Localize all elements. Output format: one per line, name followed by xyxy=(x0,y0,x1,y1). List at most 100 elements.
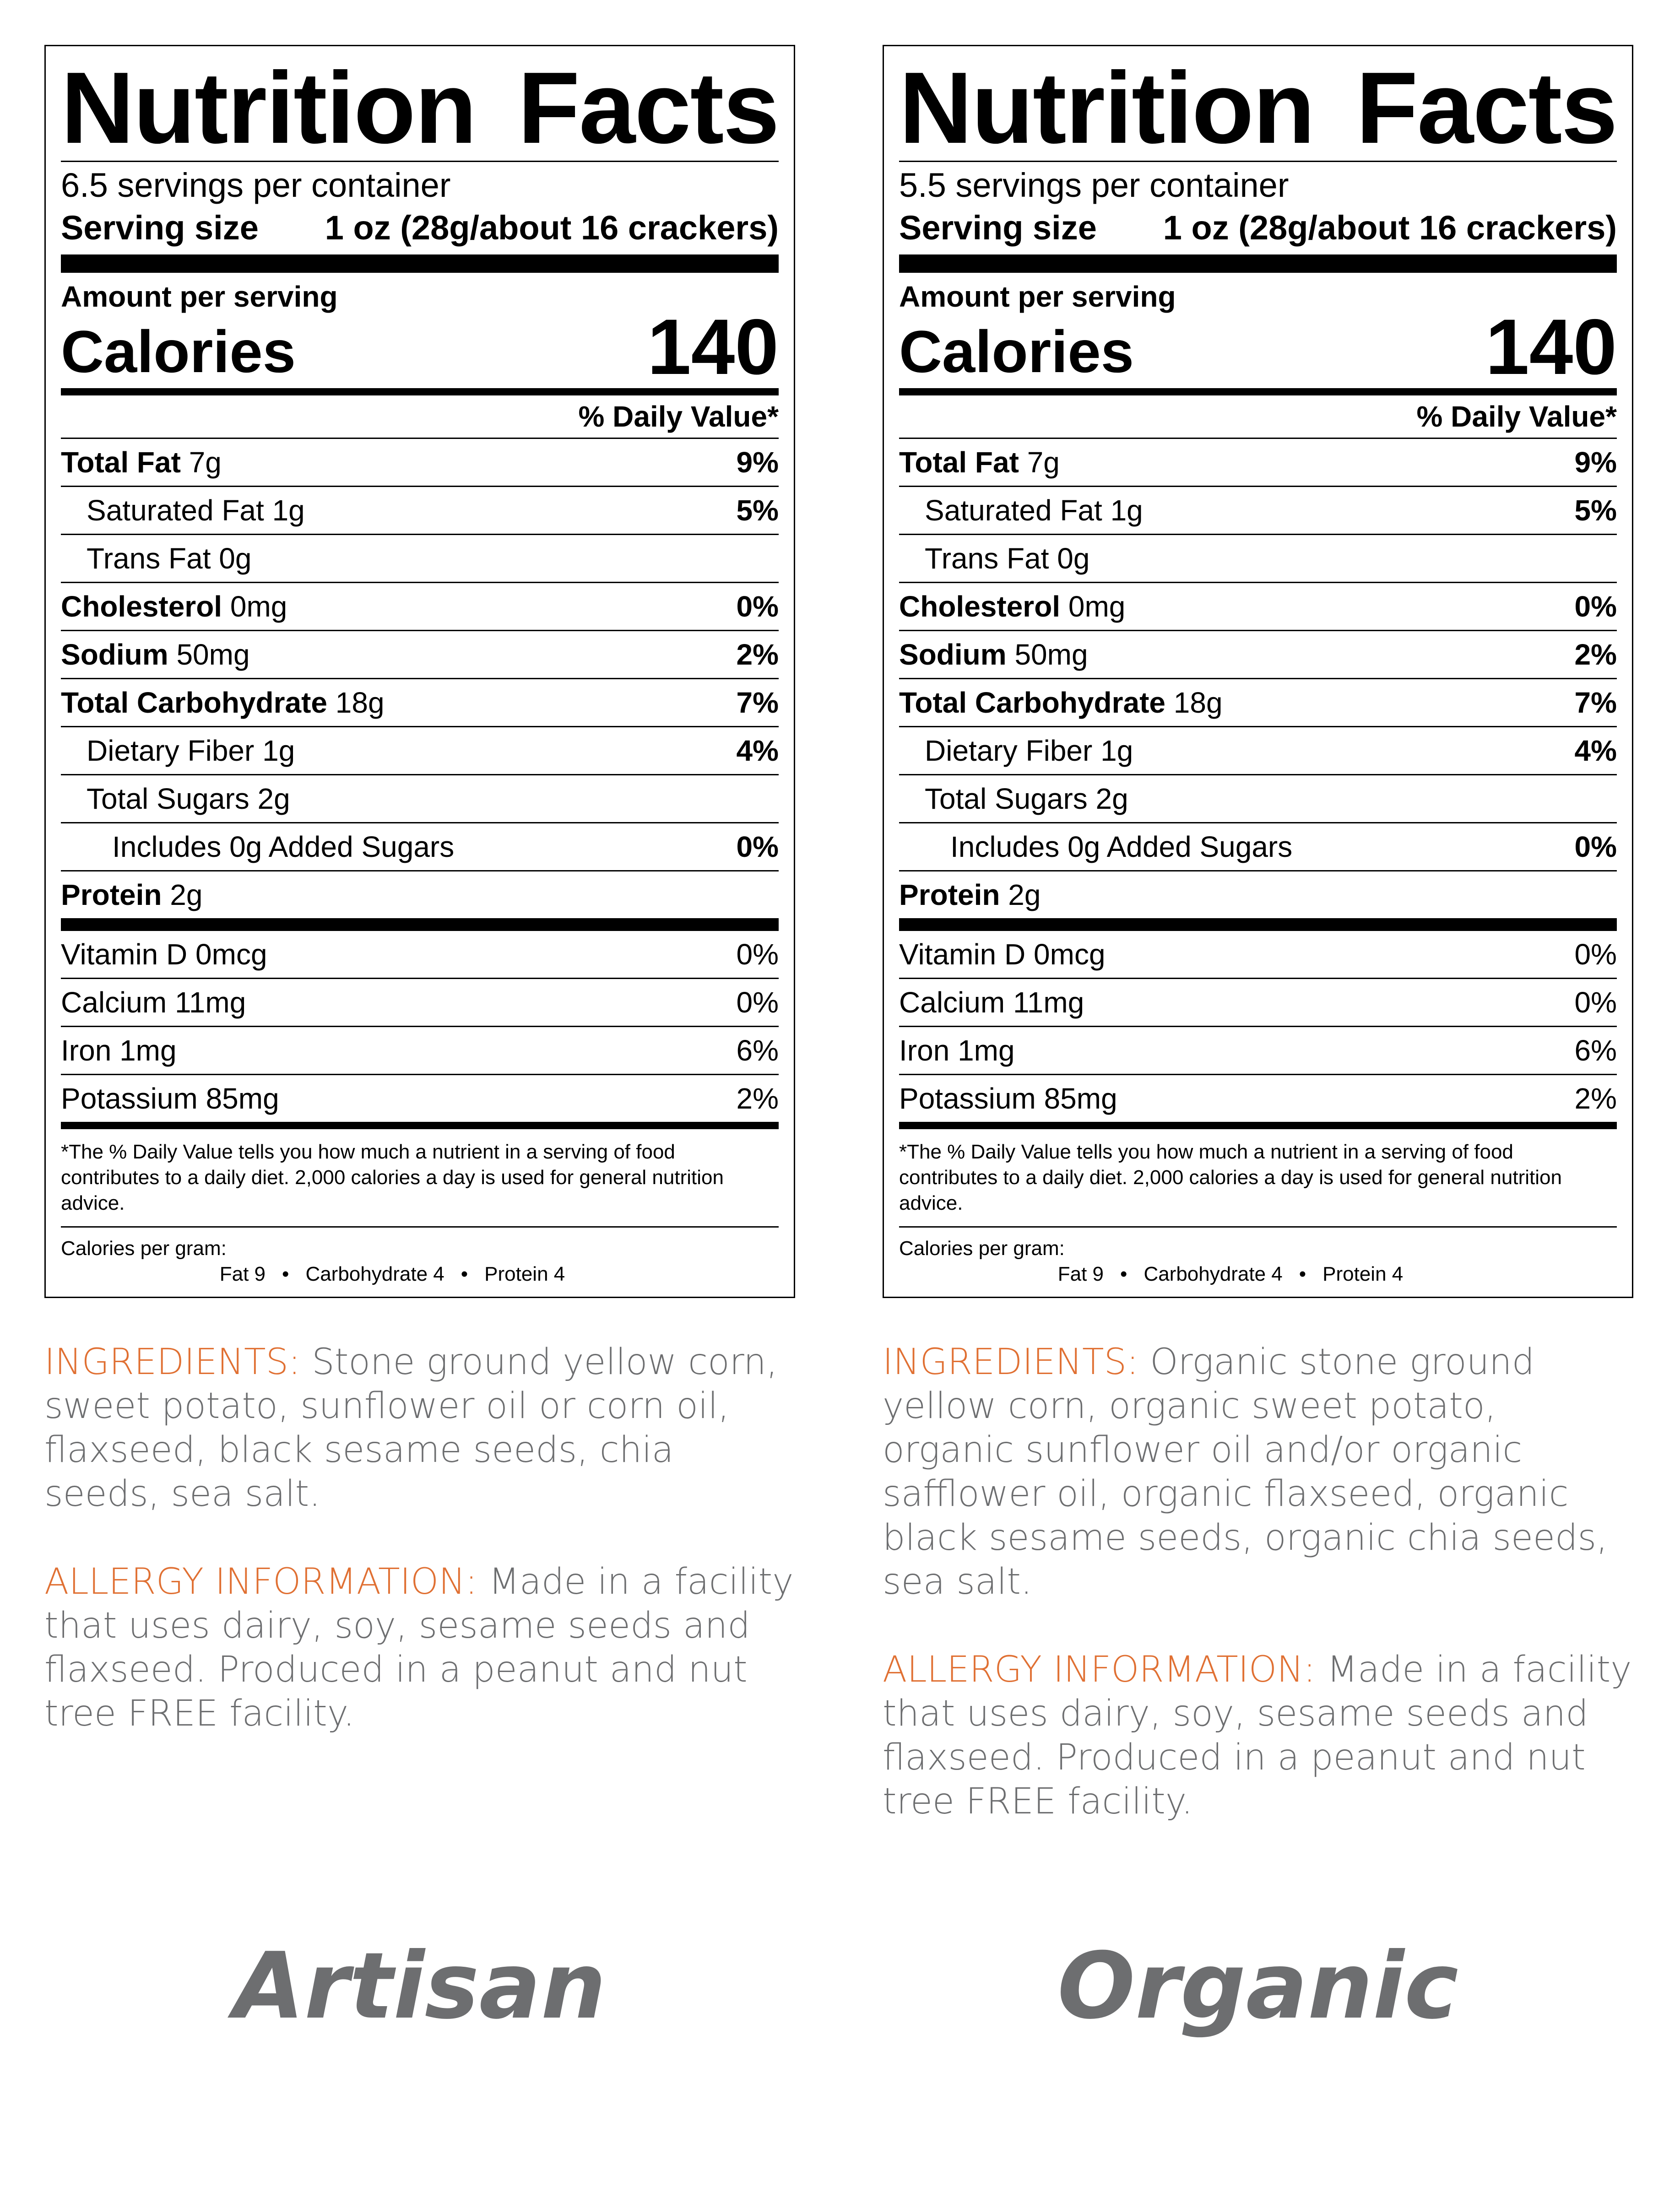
calories-row: Calories 140 xyxy=(899,308,1617,386)
calories-per-gram-factors: Fat 9 • Carbohydrate 4 • Protein 4 xyxy=(61,1261,779,1287)
allergy-text: Made in a facility that uses dairy, soy,… xyxy=(44,1561,794,1734)
vitamin-row: Iron 1mg 6% xyxy=(899,1026,1617,1074)
nutrient-name-amount: Cholesterol 0mg xyxy=(899,590,1125,623)
ingredients-heading: INGREDIENTS: xyxy=(44,1342,301,1383)
nutrient-row: Total Sugars 2g xyxy=(899,774,1617,822)
nutrient-amount: 0g xyxy=(219,542,252,575)
nutrient-row: Dietary Fiber 1g 4% xyxy=(899,726,1617,774)
nutrient-daily-value: 5% xyxy=(736,494,779,527)
nutrient-amount: 0mg xyxy=(230,590,287,623)
nutrient-row: Protein 2g xyxy=(899,870,1617,918)
nutrient-row: Saturated Fat 1g 5% xyxy=(61,486,779,534)
product-name-organic: Organic xyxy=(1057,1933,1459,2040)
label-title: Nutrition Facts xyxy=(61,51,780,165)
vitamin-row: Calcium 11mg 0% xyxy=(899,978,1617,1026)
allergy-paragraph: ALLERGY INFORMATION: Made in a facility … xyxy=(44,1560,800,1736)
nutrient-row: Total Sugars 2g xyxy=(61,774,779,822)
nutrient-name-amount: Total Fat 7g xyxy=(899,445,1060,479)
vitamin-daily-value: 0% xyxy=(1574,986,1617,1019)
vitamin-name: Iron 1mg xyxy=(61,1034,177,1067)
nutrient-name-amount: Sodium 50mg xyxy=(61,638,250,671)
info-block-organic: INGREDIENTS: Organic stone ground yellow… xyxy=(883,1340,1638,1824)
nutrient-amount: 18g xyxy=(335,686,385,719)
nutrient-name-amount: Total Fat 7g xyxy=(61,445,222,479)
vitamin-daily-value: 6% xyxy=(736,1034,779,1067)
nutrient-name-amount: Total Sugars 2g xyxy=(61,782,290,816)
vitamin-row: Potassium 85mg 2% xyxy=(899,1074,1617,1122)
factor-carbohydrate: Carbohydrate 4 xyxy=(305,1263,444,1285)
nutrient-daily-value: 0% xyxy=(1574,830,1617,863)
nutrient-amount: 2g xyxy=(257,782,290,815)
nutrient-name: Cholesterol xyxy=(61,590,222,623)
ingredients-heading: INGREDIENTS: xyxy=(883,1342,1139,1383)
nutrient-amount: 7g xyxy=(189,446,222,479)
nutrient-name-amount: Total Sugars 2g xyxy=(899,782,1128,816)
nutrient-row: Sodium 50mg 2% xyxy=(899,630,1617,678)
allergy-paragraph: ALLERGY INFORMATION: Made in a facility … xyxy=(883,1648,1638,1824)
nutrient-name-amount: Includes 0g Added Sugars xyxy=(61,830,454,864)
nutrient-amount: 1g xyxy=(1110,494,1143,527)
vitamin-name: Calcium 11mg xyxy=(899,986,1084,1019)
divider xyxy=(61,1226,779,1228)
daily-value-footnote: *The % Daily Value tells you how much a … xyxy=(899,1141,1562,1214)
bullet-icon: • xyxy=(461,1263,468,1285)
vitamin-daily-value: 0% xyxy=(1574,938,1617,971)
nutrient-daily-value: 9% xyxy=(1574,446,1617,479)
vitamin-name: Vitamin D 0mcg xyxy=(61,938,267,971)
nutrient-name-amount: Protein 2g xyxy=(61,878,202,912)
info-block-artisan: INGREDIENTS: Stone ground yellow corn, s… xyxy=(44,1340,800,1736)
nutrient-name-amount: Cholesterol 0mg xyxy=(61,590,287,623)
vitamin-name: Iron 1mg xyxy=(899,1034,1015,1067)
nutrient-name: Sodium xyxy=(61,638,168,671)
nutrient-row: Total Fat 7g 9% xyxy=(899,438,1617,486)
vitamin-daily-value: 0% xyxy=(736,986,779,1019)
calories-label: Calories xyxy=(61,318,296,385)
vitamin-daily-value: 2% xyxy=(736,1082,779,1115)
nutrient-name-amount: Trans Fat 0g xyxy=(61,541,251,575)
factor-fat: Fat 9 xyxy=(219,1263,266,1285)
divider xyxy=(899,1226,1617,1228)
divider xyxy=(61,161,779,162)
nutrient-daily-value: 9% xyxy=(736,446,779,479)
thick-divider xyxy=(61,918,779,931)
calories-per-gram-label: Calories per gram: xyxy=(61,1237,227,1260)
nutrient-name: Total Fat xyxy=(899,446,1019,479)
nutrient-name: Includes 0g Added Sugars xyxy=(112,830,455,863)
nutrient-row: Total Fat 7g 9% xyxy=(61,438,779,486)
factor-protein: Protein 4 xyxy=(1322,1263,1404,1285)
serving-size-value: 1 oz (28g/about 16 crackers) xyxy=(325,209,779,247)
nutrient-amount: 50mg xyxy=(1014,638,1088,671)
nutrient-name-amount: Total Carbohydrate 18g xyxy=(61,686,385,720)
medium-divider xyxy=(899,1122,1617,1129)
thick-divider xyxy=(899,254,1617,273)
medium-divider xyxy=(899,388,1617,395)
nutrient-name-amount: Protein 2g xyxy=(899,878,1041,912)
nutrient-name: Protein xyxy=(61,878,162,911)
daily-value-footnote: *The % Daily Value tells you how much a … xyxy=(61,1141,724,1214)
allergy-text: Made in a facility that uses dairy, soy,… xyxy=(883,1649,1632,1822)
allergy-heading: ALLERGY INFORMATION: xyxy=(883,1649,1316,1690)
serving-size-row: Serving size 1 oz (28g/about 16 crackers) xyxy=(899,206,1617,250)
bullet-icon: • xyxy=(282,1263,289,1285)
nutrient-name: Total Fat xyxy=(61,446,181,479)
thick-divider xyxy=(899,918,1617,931)
nutrient-daily-value: 0% xyxy=(736,590,779,623)
nutrient-amount: 2g xyxy=(1095,782,1128,815)
nutrient-daily-value: 0% xyxy=(1574,590,1617,623)
vitamin-row: Calcium 11mg 0% xyxy=(61,978,779,1026)
nutrient-name: Saturated Fat xyxy=(87,494,264,527)
vitamin-row: Iron 1mg 6% xyxy=(61,1026,779,1074)
nutrient-name-amount: Includes 0g Added Sugars xyxy=(899,830,1292,864)
nutrient-amount: 0mg xyxy=(1068,590,1126,623)
calories-row: Calories 140 xyxy=(61,303,779,391)
nutrient-name-amount: Dietary Fiber 1g xyxy=(899,734,1133,768)
nutrient-name-amount: Saturated Fat 1g xyxy=(899,493,1143,527)
product-name-artisan: Artisan xyxy=(233,1933,606,2040)
nutrition-facts-label-artisan: Nutrition Facts 6.5 servings per containe… xyxy=(44,45,795,1298)
nutrient-name: Trans Fat xyxy=(87,542,211,575)
vitamin-row: Potassium 85mg 2% xyxy=(61,1074,779,1122)
nutrient-row: Includes 0g Added Sugars 0% xyxy=(899,822,1617,870)
calories-value: 140 xyxy=(647,303,779,391)
nutrient-name-amount: Dietary Fiber 1g xyxy=(61,734,295,768)
nutrient-amount: 1g xyxy=(272,494,305,527)
